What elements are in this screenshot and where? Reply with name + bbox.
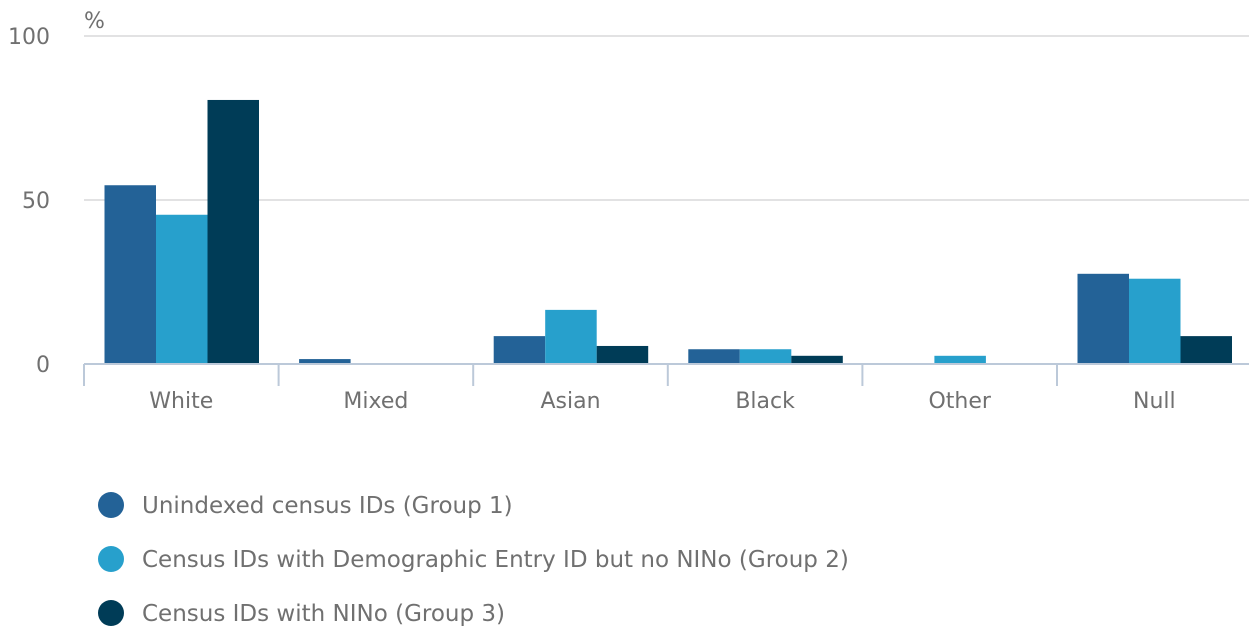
bar bbox=[1180, 336, 1232, 364]
legend-swatch bbox=[98, 546, 124, 572]
bar bbox=[156, 214, 208, 364]
bar bbox=[299, 359, 351, 364]
bar bbox=[596, 345, 649, 364]
bar bbox=[791, 355, 843, 364]
x-tick-label: White bbox=[149, 389, 213, 414]
bar bbox=[1077, 273, 1129, 364]
legend: Unindexed census IDs (Group 1) Census IDs… bbox=[98, 492, 849, 627]
y-tick-label: 0 bbox=[36, 353, 50, 378]
y-tick-label: 100 bbox=[8, 25, 50, 50]
x-tick-label: Asian bbox=[540, 389, 600, 414]
bars bbox=[104, 99, 1232, 365]
x-tick-label: Other bbox=[928, 389, 991, 414]
gridlines bbox=[84, 35, 1249, 201]
x-tick-label: Mixed bbox=[343, 389, 408, 414]
x-tick-label: Black bbox=[735, 389, 795, 414]
legend-label: Census IDs with Demographic Entry ID but… bbox=[142, 547, 849, 573]
legend-label: Census IDs with NINo (Group 3) bbox=[142, 601, 505, 627]
legend-swatch bbox=[98, 492, 124, 518]
y-axis-unit-label: % bbox=[84, 9, 105, 34]
bar bbox=[207, 99, 259, 365]
bar bbox=[688, 349, 740, 364]
bar bbox=[934, 355, 986, 364]
bar bbox=[545, 309, 597, 364]
x-axis bbox=[83, 363, 1249, 386]
bar bbox=[739, 349, 792, 364]
tick-labels: 0 50 100 White Mixed Asian Black Other Null bbox=[8, 25, 1176, 414]
legend-label: Unindexed census IDs (Group 1) bbox=[142, 493, 513, 519]
legend-swatch bbox=[98, 600, 124, 626]
x-tick-label: Null bbox=[1133, 389, 1176, 414]
y-tick-label: 50 bbox=[22, 189, 50, 214]
bar bbox=[1129, 278, 1181, 364]
bar bbox=[104, 185, 156, 364]
bar bbox=[493, 336, 546, 364]
